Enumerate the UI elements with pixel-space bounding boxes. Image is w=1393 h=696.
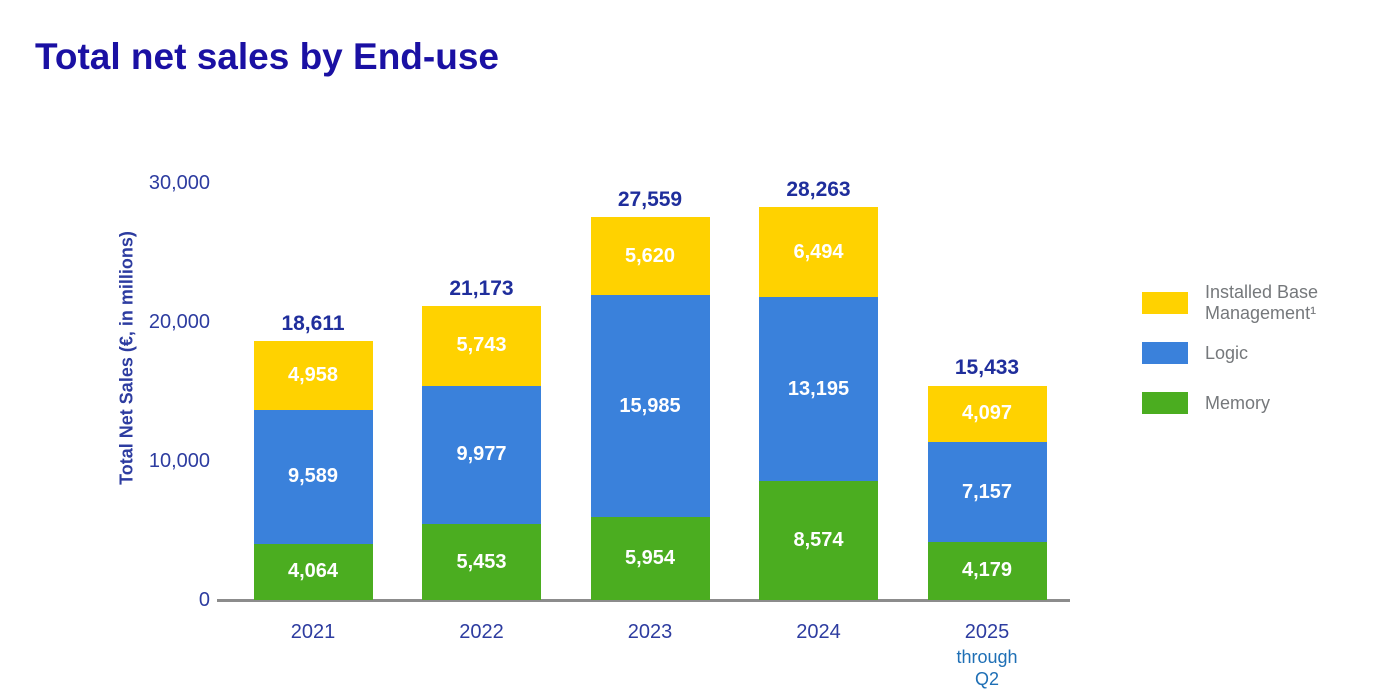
bar-segment-installed-base-management-2024: 6,494 bbox=[759, 207, 878, 298]
segment-value-label: 4,179 bbox=[961, 559, 1013, 582]
bar-segment-installed-base-management-2022: 5,743 bbox=[422, 305, 541, 386]
legend-item-memory: Memory bbox=[1142, 381, 1347, 425]
segment-value-label: 15,985 bbox=[619, 394, 681, 417]
bar-segment-installed-base-management-2021: 4,958 bbox=[253, 341, 373, 411]
legend-swatch-installed-base-management bbox=[1142, 292, 1188, 314]
legend-swatch-memory bbox=[1142, 392, 1188, 414]
x-axis-label-2022: 2022 bbox=[459, 621, 504, 643]
bar-segment-logic-2025: 7,157 bbox=[927, 442, 1047, 542]
segment-value-label: 5,743 bbox=[456, 334, 507, 357]
y-tick-label: 20,000 bbox=[148, 311, 210, 333]
bar-segment-logic-2023: 15,985 bbox=[590, 295, 710, 518]
x-axis-label-2024: 2024 bbox=[796, 621, 841, 643]
legend-label-memory: Memory bbox=[1205, 392, 1271, 413]
x-axis-sublabel-2025: through Q2 bbox=[907, 646, 1067, 690]
x-axis-line bbox=[217, 599, 1070, 602]
legend-swatch-logic bbox=[1142, 342, 1188, 364]
segment-value-label: 5,453 bbox=[456, 550, 507, 573]
segment-value-label: 9,589 bbox=[287, 465, 339, 488]
segment-value-label: 4,097 bbox=[961, 402, 1013, 425]
bar-segment-logic-2022: 9,977 bbox=[422, 385, 541, 525]
segment-value-label: 6,494 bbox=[793, 240, 844, 263]
bar-total-label-2022: 21,173 bbox=[449, 276, 514, 300]
segment-value-label: 5,620 bbox=[624, 244, 676, 267]
y-axis-label: Total Net Sales (€, in millions) bbox=[116, 231, 137, 485]
segment-value-label: 4,958 bbox=[287, 364, 339, 387]
segment-value-label: 5,954 bbox=[624, 547, 676, 570]
y-tick-label: 0 bbox=[198, 589, 210, 611]
bar-total-label-2025: 15,433 bbox=[954, 356, 1020, 380]
legend-item-logic: Logic bbox=[1142, 331, 1347, 375]
legend-label-logic: Logic bbox=[1205, 342, 1249, 363]
bar-segment-memory-2022: 5,453 bbox=[422, 524, 541, 600]
bar-total-label-2023: 27,559 bbox=[617, 187, 683, 211]
segment-value-label: 4,064 bbox=[287, 560, 339, 583]
x-axis-sublabel-line: Q2 bbox=[974, 669, 999, 689]
legend-item-installed-base-management: Installed Base Management¹ bbox=[1142, 281, 1347, 325]
segment-value-label: 8,574 bbox=[793, 528, 844, 551]
x-axis-label-2025: 2025 bbox=[964, 621, 1010, 643]
segment-value-label: 7,157 bbox=[961, 480, 1013, 503]
segment-value-label: 13,195 bbox=[787, 377, 850, 400]
bar-segment-memory-2025: 4,179 bbox=[927, 541, 1047, 600]
bar-total-label-2024: 28,263 bbox=[786, 178, 851, 202]
bar-segment-memory-2024: 8,574 bbox=[759, 480, 878, 600]
bar-segment-installed-base-management-2023: 5,620 bbox=[590, 216, 710, 296]
segment-value-label: 9,977 bbox=[456, 443, 507, 466]
bar-total-label-2021: 18,611 bbox=[281, 312, 345, 336]
y-tick-label: 30,000 bbox=[148, 172, 210, 194]
x-axis-label-2021: 2021 bbox=[290, 621, 336, 643]
x-axis-sublabel-line: through bbox=[956, 647, 1018, 667]
bar-segment-logic-2021: 9,589 bbox=[253, 410, 373, 544]
bar-segment-memory-2021: 4,064 bbox=[253, 543, 373, 600]
bar-segment-installed-base-management-2025: 4,097 bbox=[927, 385, 1047, 443]
bar-segment-logic-2024: 13,195 bbox=[759, 297, 878, 481]
y-tick-label: 10,000 bbox=[148, 450, 210, 472]
page-title: Total net sales by End-use bbox=[35, 36, 499, 77]
x-axis-label-2023: 2023 bbox=[627, 621, 673, 643]
bar-segment-memory-2023: 5,954 bbox=[590, 517, 710, 600]
legend-label-installed-base-management: Installed Base Management¹ bbox=[1205, 282, 1319, 323]
